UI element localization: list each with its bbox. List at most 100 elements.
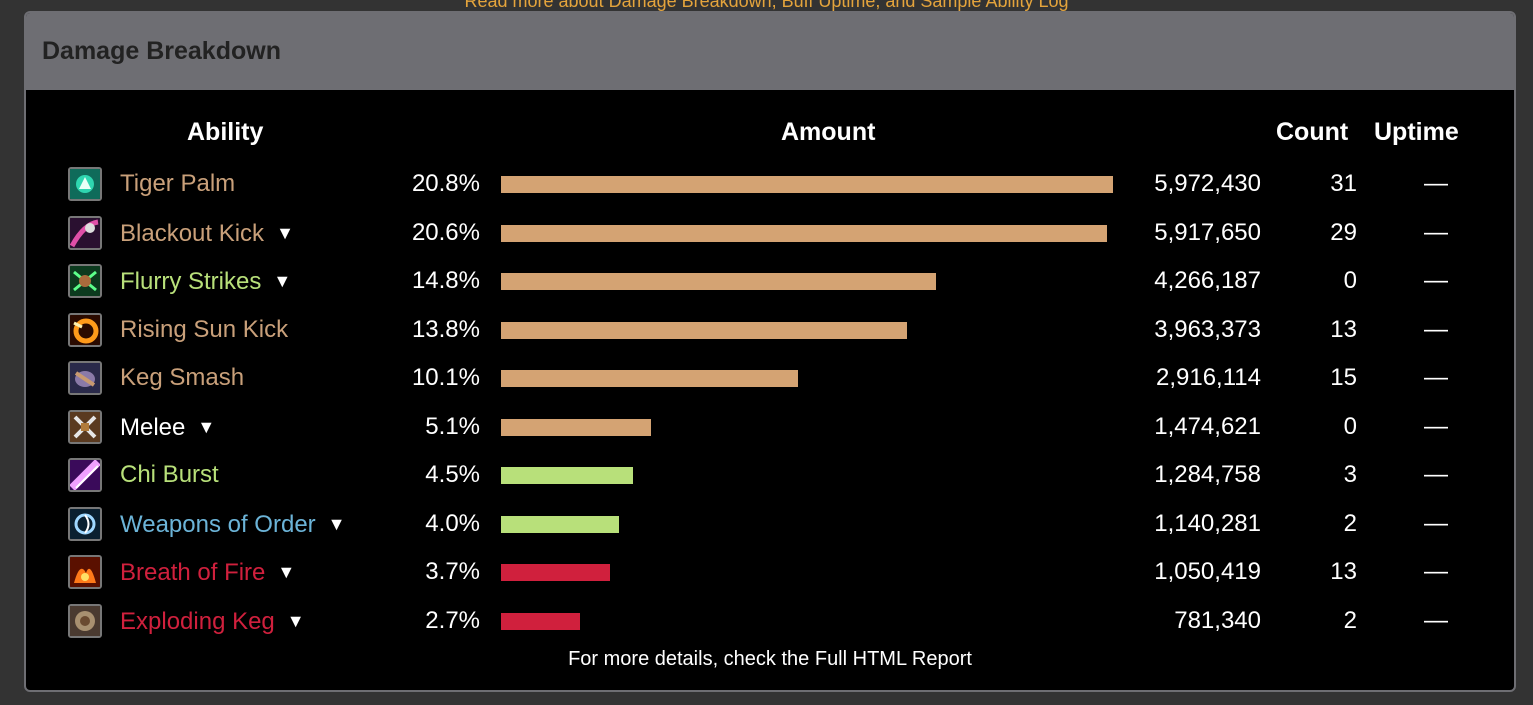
expand-caret-icon[interactable]: ▼ [277,562,296,582]
uptime-value: — [1424,412,1448,440]
percent-label: 10.1% [411,364,480,391]
keg-smash-icon [68,361,102,395]
uptime-value: — [1424,267,1448,294]
header-count: Count [1276,118,1349,146]
percent-label: 3.7% [425,558,480,585]
expand-caret-icon[interactable]: ▼ [286,610,305,631]
count-value: 29 [1330,218,1357,246]
damage-bar [501,564,610,581]
percent-label: 13.8% [411,315,480,343]
ability-name: Keg Smash [120,361,244,395]
table-row: Keg Smash 10.1% 2,916,114 15 — [26,358,1514,402]
damage-bar [501,612,580,630]
rising-sun-kick-icon [68,312,102,347]
ability-name-text: Rising Sun Kick [120,315,289,343]
percent-label: 5.1% [425,412,480,440]
ability-name-text: Weapons of Order [120,510,316,538]
ability-name: Rising Sun Kick [120,313,288,347]
count-value: 13 [1330,315,1357,343]
expand-caret-icon[interactable]: ▼ [327,513,346,534]
ability-name: Weapons of Order ▼ [120,507,345,542]
ability-name: Blackout Kick ▼ [120,216,294,251]
percent-label: 2.7% [425,606,480,634]
expand-caret-icon[interactable]: ▼ [276,222,294,243]
count-value: 0 [1343,412,1357,440]
flurry-strikes-icon [68,264,102,298]
expand-caret-icon[interactable]: ▼ [273,271,292,291]
percent-label: 20.6% [411,218,480,246]
count-value: 3 [1343,461,1357,488]
ability-name: Tiger Palm [120,167,235,201]
damage-bar [501,321,907,339]
table-row: Tiger Palm 20.8% 5,972,430 31 — [26,164,1514,208]
ability-name: Exploding Keg ▼ [120,604,305,639]
expand-caret-icon[interactable]: ▼ [197,416,216,437]
count-value: 0 [1343,267,1357,294]
percent-label: 14.8% [411,267,480,294]
damage-bar [501,515,619,533]
ability-name: Breath of Fire ▼ [120,555,295,590]
ability-name-text: Exploding Keg [120,607,275,635]
table-row: Chi Burst 4.5% 1,284,758 3 — [26,455,1514,499]
count-value: 2 [1343,509,1357,537]
table-row: Weapons of Order ▼ 4.0% 1,140,281 2 — [26,504,1514,548]
damage-bar [501,176,1113,193]
count-value: 2 [1343,606,1357,634]
ability-name-text: Blackout Kick [120,219,265,247]
percent-label: 4.5% [425,461,480,488]
panel-header: Damage Breakdown [26,13,1514,90]
tiger-palm-icon [68,167,102,201]
table-row: Melee ▼ 5.1% 1,474,621 0 — [26,407,1514,451]
table-row: Flurry Strikes ▼ 14.8% 4,266,187 0 — [26,261,1514,305]
damage-bar [501,224,1107,242]
damage-bar [501,273,936,290]
ability-name-text: Keg Smash [120,364,245,391]
percent-label: 4.0% [425,509,480,537]
amount-value: 5,972,430 [1154,170,1261,197]
ability-name: Melee ▼ [120,410,215,445]
top-read-more-link[interactable]: Read more about Damage Breakdown, Buff U… [464,0,1069,11]
uptime-value: — [1424,170,1448,197]
amount-value: 1,140,281 [1154,509,1261,537]
count-value: 15 [1330,364,1357,391]
table-row: Blackout Kick ▼ 20.6% 5,917,650 29 — [26,213,1514,257]
ability-name-text: Chi Burst [120,461,219,488]
blackout-kick-icon [68,215,102,250]
count-value: 13 [1330,558,1357,585]
ability-name-text: Breath of Fire [120,559,266,586]
percent-label: 20.8% [411,170,480,197]
uptime-value: — [1424,509,1448,537]
ability-name-text: Tiger Palm [120,170,236,197]
damage-breakdown-panel: Damage Breakdown Ability Amount Count Up… [24,11,1516,692]
uptime-value: — [1424,315,1448,343]
damage-bar [501,418,651,436]
amount-value: 1,284,758 [1154,461,1261,488]
header-ability: Ability [187,118,264,146]
amount-value: 3,963,373 [1154,315,1261,343]
header-amount: Amount [781,118,876,146]
header-uptime: Uptime [1374,118,1459,146]
ability-name: Chi Burst [120,458,219,492]
table-row: Exploding Keg ▼ 2.7% 781,340 2 — [26,601,1514,645]
count-value: 31 [1330,170,1357,197]
amount-value: 5,917,650 [1154,218,1261,246]
uptime-value: — [1424,558,1448,585]
amount-value: 781,340 [1174,606,1261,634]
exploding-keg-icon [68,603,102,638]
weapons-of-order-icon [68,506,102,541]
full-report-link[interactable]: For more details, check the Full HTML Re… [568,648,972,670]
table-row: Rising Sun Kick 13.8% 3,963,373 13 — [26,310,1514,354]
ability-name-text: Melee [120,413,186,441]
amount-value: 1,474,621 [1154,412,1261,440]
uptime-value: — [1424,461,1448,488]
amount-value: 1,050,419 [1154,558,1261,585]
uptime-value: — [1424,606,1448,634]
melee-icon [68,409,102,444]
ability-name-text: Flurry Strikes [120,268,262,295]
amount-value: 2,916,114 [1156,364,1261,391]
ability-name: Flurry Strikes ▼ [120,264,291,299]
damage-bar [501,467,633,484]
panel-title: Damage Breakdown [42,37,281,65]
uptime-value: — [1424,364,1448,391]
amount-value: 4,266,187 [1154,267,1261,294]
